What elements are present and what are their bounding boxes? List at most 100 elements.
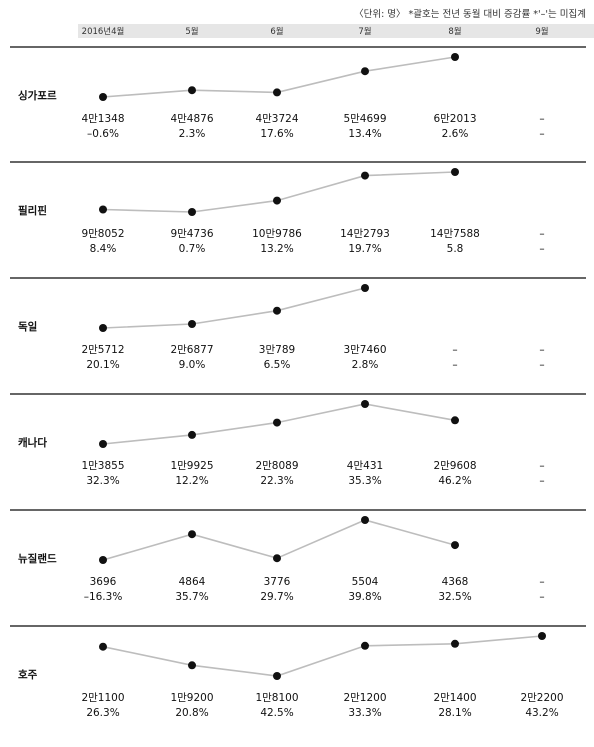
value-label: 1만3855 xyxy=(81,460,124,472)
percent-label: – xyxy=(539,475,544,487)
value-label: – xyxy=(452,344,457,356)
data-point xyxy=(451,541,459,550)
percent-label: 39.8% xyxy=(348,591,381,603)
value-label: 4만3724 xyxy=(255,113,298,125)
series-line xyxy=(102,519,456,561)
series-line xyxy=(102,635,543,677)
percent-label: 20.8% xyxy=(175,707,208,719)
data-point xyxy=(99,324,107,332)
data-point xyxy=(273,672,281,680)
data-point xyxy=(99,93,107,101)
data-point xyxy=(188,320,196,328)
percent-label: – xyxy=(539,591,544,603)
percent-label: 22.3% xyxy=(260,475,293,487)
series-line xyxy=(102,171,456,213)
percent-label: 35.7% xyxy=(175,591,208,603)
data-point xyxy=(188,661,196,670)
percent-label: – xyxy=(539,128,544,140)
country-label: 싱가포르 xyxy=(18,89,57,102)
percent-label: 29.7% xyxy=(260,591,293,603)
value-label: 2만8089 xyxy=(255,460,298,472)
data-point xyxy=(451,639,459,648)
data-point xyxy=(188,530,196,539)
value-label: – xyxy=(539,460,544,472)
percent-label: 20.1% xyxy=(86,359,119,371)
data-point xyxy=(99,205,107,214)
data-point xyxy=(451,416,459,425)
percent-label: 19.7% xyxy=(348,243,381,255)
value-label: 2만1100 xyxy=(81,692,124,704)
value-label: 3만789 xyxy=(259,344,295,356)
data-point xyxy=(273,88,281,97)
data-point xyxy=(361,284,369,292)
month-header-band xyxy=(78,24,594,38)
data-point xyxy=(361,641,369,650)
value-label: 2만6877 xyxy=(170,344,213,356)
percent-label: 2.6% xyxy=(442,128,469,140)
percent-label: 33.3% xyxy=(348,707,381,719)
value-label: 9만8052 xyxy=(81,228,124,240)
month-label: 5월 xyxy=(185,26,198,37)
month-label: 7월 xyxy=(358,26,371,37)
percent-label: 28.1% xyxy=(438,707,471,719)
value-label: 1만9925 xyxy=(170,460,213,472)
percent-label: 13.2% xyxy=(260,243,293,255)
data-point xyxy=(361,171,369,180)
unit-note: 〈단위: 명〉 *괄호는 전년 동월 대비 증감률 *'–'는 미집계 xyxy=(354,9,586,20)
percent-label: 26.3% xyxy=(86,707,119,719)
data-point xyxy=(188,86,196,95)
value-label: 2만1200 xyxy=(343,692,386,704)
percent-label: 2.3% xyxy=(179,128,206,140)
data-point xyxy=(361,400,369,408)
month-label: 9월 xyxy=(535,26,548,37)
percent-label: 43.2% xyxy=(525,707,558,719)
data-point xyxy=(273,418,281,427)
data-point xyxy=(451,53,459,61)
value-label: 2만9608 xyxy=(433,460,476,472)
series-line xyxy=(102,287,366,329)
percent-label: 5.8 xyxy=(447,243,464,255)
country-label: 필리핀 xyxy=(18,204,47,217)
data-point xyxy=(538,632,546,640)
data-point xyxy=(361,67,369,76)
percent-label: 13.4% xyxy=(348,128,381,140)
data-point xyxy=(99,556,107,564)
value-label: 4864 xyxy=(179,576,206,588)
value-label: 2만2200 xyxy=(520,692,563,704)
value-label: – xyxy=(539,228,544,240)
country-label: 독일 xyxy=(18,320,37,333)
data-point xyxy=(361,516,369,524)
percent-label: – xyxy=(539,243,544,255)
data-point xyxy=(273,554,281,563)
data-point xyxy=(188,208,196,216)
percent-label: 42.5% xyxy=(260,707,293,719)
data-point xyxy=(99,440,107,448)
value-label: 5만4699 xyxy=(343,113,386,125)
data-point xyxy=(451,168,459,176)
value-label: 9만4736 xyxy=(170,228,213,240)
percent-label: 2.8% xyxy=(352,359,379,371)
percent-label: 46.2% xyxy=(438,475,471,487)
value-label: 4368 xyxy=(442,576,469,588)
value-label: – xyxy=(539,344,544,356)
value-label: 10만9786 xyxy=(252,228,302,240)
percent-label: 12.2% xyxy=(175,475,208,487)
value-label: 3776 xyxy=(264,576,291,588)
value-label: – xyxy=(539,113,544,125)
value-label: 6만2013 xyxy=(433,113,476,125)
percent-label: 32.3% xyxy=(86,475,119,487)
data-point xyxy=(188,430,196,439)
value-label: 2만5712 xyxy=(81,344,124,356)
percent-label: 35.3% xyxy=(348,475,381,487)
value-label: 2만1400 xyxy=(433,692,476,704)
month-label: 6월 xyxy=(270,26,283,37)
percent-label: 9.0% xyxy=(179,359,206,371)
value-label: 4만431 xyxy=(347,460,383,472)
country-label: 뉴질랜드 xyxy=(18,552,57,565)
value-label: 4만1348 xyxy=(81,113,124,125)
percent-label: 17.6% xyxy=(260,128,293,140)
data-point xyxy=(99,642,107,651)
month-label: 8월 xyxy=(448,26,461,37)
percent-label: – xyxy=(452,359,457,371)
